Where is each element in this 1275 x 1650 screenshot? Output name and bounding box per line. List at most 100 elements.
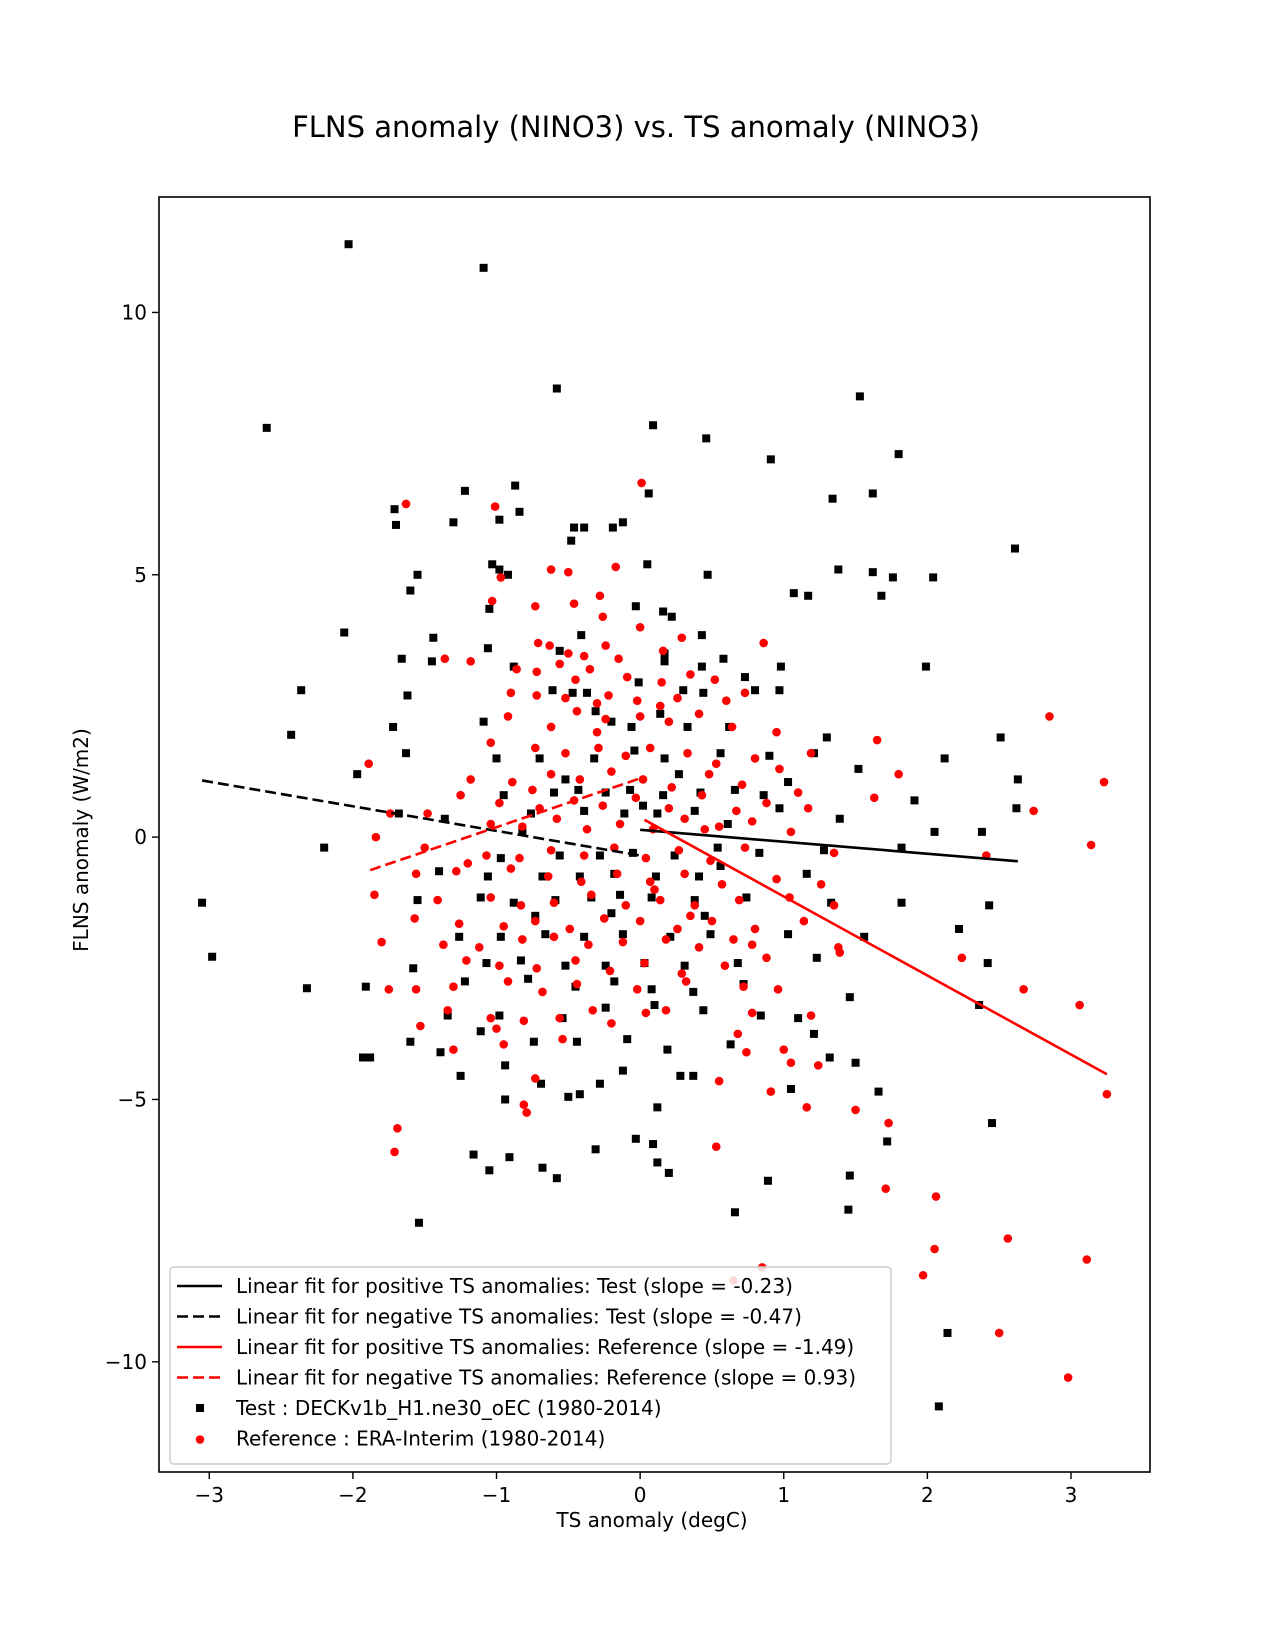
test-data-point xyxy=(479,717,488,726)
test-data-point xyxy=(650,1001,659,1010)
test-data-point xyxy=(552,1174,561,1183)
test-data-point xyxy=(660,754,669,763)
reference-data-point xyxy=(683,748,692,758)
test-data-point xyxy=(601,961,610,970)
reference-data-point xyxy=(637,478,646,488)
reference-data-point xyxy=(452,866,461,876)
y-tick-label: 5 xyxy=(134,563,147,587)
reference-data-point xyxy=(370,890,379,900)
reference-data-point xyxy=(530,601,540,611)
reference-data-point xyxy=(612,869,622,879)
reference-data-point xyxy=(503,977,513,986)
reference-data-point xyxy=(786,827,796,837)
reference-data-point xyxy=(401,499,411,509)
reference-data-point xyxy=(512,664,521,674)
reference-data-point xyxy=(492,1024,501,1033)
reference-data-point xyxy=(707,916,717,926)
reference-data-point xyxy=(506,688,516,698)
reference-data-point xyxy=(609,843,619,852)
reference-data-point xyxy=(747,817,757,826)
reference-data-point xyxy=(546,722,556,732)
reference-data-point xyxy=(565,924,575,934)
reference-data-point xyxy=(677,633,687,643)
test-data-point xyxy=(460,977,469,986)
test-data-point xyxy=(409,964,418,973)
test-data-point xyxy=(531,911,540,920)
reference-data-point xyxy=(655,701,665,711)
reference-data-point xyxy=(466,657,475,666)
test-data-point xyxy=(670,851,679,860)
reference-data-point xyxy=(664,717,674,726)
test-data-point xyxy=(680,961,689,970)
test-data-point xyxy=(897,898,906,907)
legend-label: Linear fit for negative TS anomalies: Te… xyxy=(236,1305,802,1329)
reference-data-point xyxy=(710,675,720,685)
test-data-point xyxy=(397,654,406,663)
test-data-point xyxy=(659,791,668,800)
reference-data-point xyxy=(661,1005,671,1015)
reference-data-point xyxy=(572,979,582,989)
reference-data-point xyxy=(549,898,559,908)
reference-data-point xyxy=(869,793,879,803)
test-data-point xyxy=(390,505,399,514)
test-data-point xyxy=(1013,775,1022,784)
test-data-point xyxy=(549,788,558,797)
reference-data-point xyxy=(884,1118,893,1128)
reference-data-point xyxy=(439,940,448,949)
reference-data-point xyxy=(587,890,596,900)
legend-label: Linear fit for positive TS anomalies: Re… xyxy=(236,1335,854,1359)
reference-data-point xyxy=(690,901,700,910)
reference-data-point xyxy=(635,712,645,721)
legend-label: Reference : ERA-Interim (1980-2014) xyxy=(236,1427,605,1451)
test-data-point xyxy=(1012,804,1021,813)
x-tick-label: 1 xyxy=(777,1483,790,1507)
reference-data-point xyxy=(733,1029,743,1039)
reference-data-point xyxy=(622,672,632,682)
test-data-point xyxy=(822,733,831,742)
test-data-point xyxy=(608,523,617,532)
test-data-point xyxy=(943,1328,952,1337)
reference-data-point xyxy=(635,916,645,926)
legend-box xyxy=(169,1266,892,1465)
legend-label: Linear fit for negative TS anomalies: Re… xyxy=(236,1366,856,1390)
test-data-point xyxy=(482,959,491,968)
reference-data-point xyxy=(802,1103,812,1112)
reference-data-point xyxy=(440,654,450,664)
reference-data-point xyxy=(486,893,496,902)
test-data-point xyxy=(297,686,306,695)
reference-data-point xyxy=(466,775,475,784)
reference-data-point xyxy=(673,924,682,934)
test-data-point xyxy=(496,854,505,863)
test-data-point xyxy=(834,565,843,574)
test-data-point xyxy=(601,1003,610,1012)
reference-data-point xyxy=(1003,1234,1013,1243)
test-data-point xyxy=(535,754,544,763)
test-data-point xyxy=(910,796,919,805)
reference-data-point xyxy=(462,956,471,965)
test-data-point xyxy=(723,820,732,829)
test-data-point xyxy=(702,434,711,443)
reference-data-point xyxy=(535,803,544,813)
reference-data-point xyxy=(1063,1373,1073,1382)
test-data-point xyxy=(854,764,863,773)
test-data-point xyxy=(505,1153,514,1162)
test-data-point xyxy=(755,848,764,857)
reference-data-point xyxy=(420,843,430,852)
reference-data-point xyxy=(614,654,623,664)
legend-circle-marker xyxy=(195,1435,205,1444)
reference-data-point xyxy=(549,932,559,942)
reference-data-point xyxy=(645,743,655,753)
reference-data-point xyxy=(686,911,695,921)
reference-data-point xyxy=(584,940,593,949)
test-data-point xyxy=(828,494,837,503)
test-data-point xyxy=(751,686,760,695)
test-data-point xyxy=(485,1166,494,1175)
test-data-point xyxy=(572,1037,581,1046)
test-data-point xyxy=(485,604,494,613)
reference-data-point xyxy=(607,767,616,776)
test-data-point xyxy=(977,827,986,836)
test-data-point xyxy=(877,591,886,600)
reference-data-point xyxy=(641,853,651,863)
test-data-point xyxy=(934,1402,943,1411)
test-data-point xyxy=(607,717,616,726)
